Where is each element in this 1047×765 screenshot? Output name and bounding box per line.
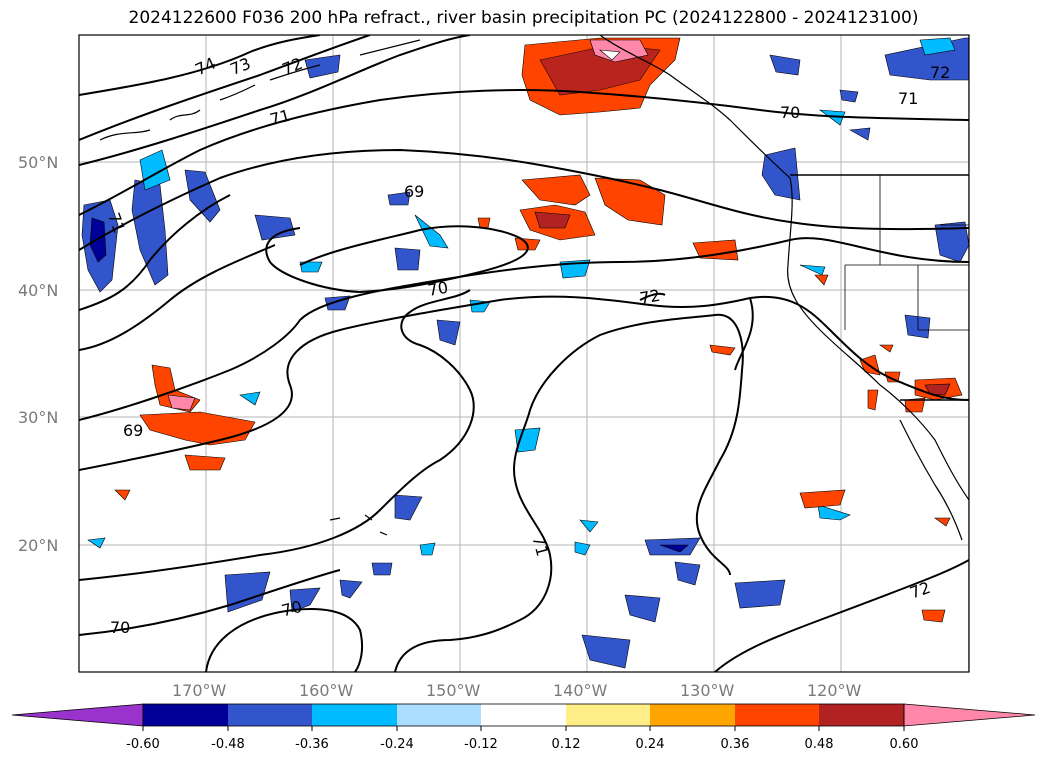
colorbar-tick-label: 0.60 (890, 737, 919, 752)
colorbar-tick-label: 0.48 (805, 737, 834, 752)
coastlines (99, 35, 969, 672)
contour-labels: 74 73 72 71 69 70 72 70 71 72 71 72 69 7… (104, 53, 950, 637)
colorbar-tick-label: -0.36 (295, 737, 329, 752)
colorbar-bin (481, 704, 566, 726)
colorbar-bin (819, 704, 904, 726)
lat-labels: 50°N 40°N 30°N 20°N (18, 153, 58, 555)
colorbar-tick-label: -0.24 (380, 737, 414, 752)
colorbar-extend-low (11, 703, 144, 727)
colorbar-bin (143, 704, 228, 726)
map-plot-area (79, 35, 969, 672)
lat-label-50: 50°N (18, 153, 58, 172)
colorbar: -0.60 -0.48 -0.36 -0.24 -0.12 0.12 0.24 … (11, 703, 1036, 752)
colorbar-tick-label: 0.12 (552, 737, 581, 752)
lon-label-130w: 130°W (680, 681, 735, 700)
colorbar-bin (566, 704, 650, 726)
lat-label-40: 40°N (18, 281, 58, 300)
lon-label-150w: 150°W (426, 681, 481, 700)
colorbar-tick-label: -0.60 (126, 737, 160, 752)
contour-label: 70 (110, 618, 130, 637)
colorbar-tick-label: -0.48 (211, 737, 245, 752)
contour-label: 69 (404, 182, 424, 201)
lon-label-160w: 160°W (299, 681, 354, 700)
colorbar-bin (228, 704, 312, 726)
contour-label: 71 (528, 534, 552, 559)
map-frame (78, 34, 970, 673)
negative-anomaly-patches (81, 37, 969, 669)
lon-label-140w: 140°W (553, 681, 608, 700)
colorbar-bin (735, 704, 819, 726)
colorbar-tick-label: 0.24 (636, 737, 665, 752)
contour-label: 71 (268, 106, 293, 130)
contour-label: 70 (426, 278, 449, 300)
colorbar-tick-label: -0.12 (464, 737, 498, 752)
contour-label: 70 (279, 597, 304, 621)
lat-label-30: 30°N (18, 408, 58, 427)
colorbar-bin (650, 704, 735, 726)
contour-label: 71 (898, 89, 918, 108)
colorbar-extend-high (903, 703, 1036, 727)
colorbar-bin (397, 704, 481, 726)
contour-label: 70 (780, 103, 800, 122)
lon-labels: 170°W 160°W 150°W 140°W 130°W 120°W (172, 681, 862, 700)
contour-label: 72 (930, 63, 950, 82)
lon-label-120w: 120°W (807, 681, 862, 700)
lat-label-20: 20°N (18, 536, 58, 555)
lon-label-170w: 170°W (172, 681, 227, 700)
contour-label: 72 (638, 286, 661, 308)
contour-label: 69 (123, 421, 143, 440)
map-title: 2024122600 F036 200 hPa refract., river … (128, 8, 919, 28)
colorbar-bin (312, 704, 397, 726)
colorbar-tick-label: 0.36 (721, 737, 750, 752)
refractivity-contours (79, 35, 969, 672)
